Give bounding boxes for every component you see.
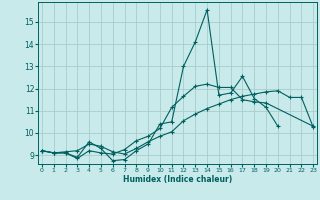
X-axis label: Humidex (Indice chaleur): Humidex (Indice chaleur) bbox=[123, 175, 232, 184]
